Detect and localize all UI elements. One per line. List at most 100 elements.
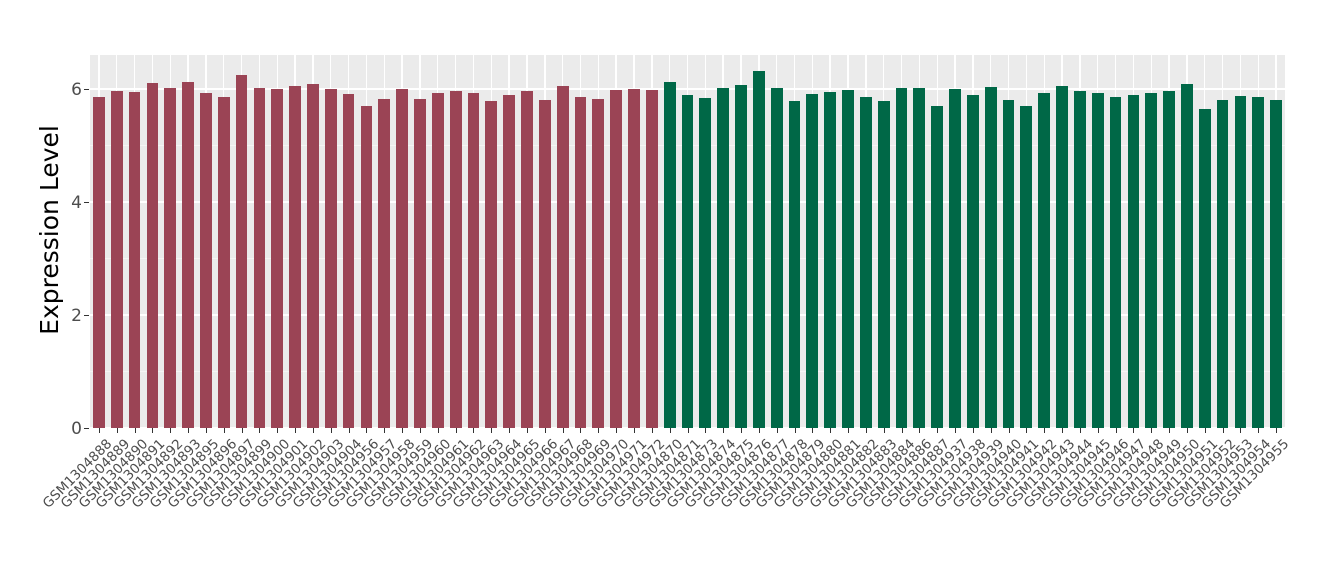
bar-GSM1304937[interactable] [949,88,961,428]
x-tick-mark [295,428,297,433]
x-tick-mark [259,428,261,433]
bar-GSM1304944[interactable] [1074,91,1086,428]
bar-GSM1304963[interactable] [485,101,498,428]
bar-GSM1304876[interactable] [752,71,765,428]
x-tick-mark [491,428,493,433]
x-tick-mark [633,428,635,433]
bar-GSM1304895[interactable] [200,92,212,428]
bar-GSM1304901[interactable] [289,85,301,428]
x-tick-mark [1097,428,1099,433]
bar-GSM1304952[interactable] [1216,100,1229,428]
x-tick-mark [580,428,582,433]
bar-GSM1304883[interactable] [877,101,890,428]
bar-GSM1304887[interactable] [931,105,944,428]
bar-GSM1304950[interactable] [1181,83,1193,428]
bar-GSM1304948[interactable] [1145,92,1158,428]
x-tick-mark [651,428,653,433]
x-axis-tick-marks [90,428,1285,434]
x-tick-mark [723,428,725,433]
bar-GSM1304882[interactable] [859,96,872,428]
x-tick-mark [1222,428,1224,433]
bar-GSM1304971[interactable] [628,88,640,428]
bar-GSM1304902[interactable] [307,83,319,428]
bar-GSM1304966[interactable] [538,100,551,428]
bar-GSM1304900[interactable] [271,88,284,428]
bar-GSM1304959[interactable] [414,99,426,428]
bar-GSM1304965[interactable] [521,91,533,428]
bar-GSM1304947[interactable] [1127,94,1140,428]
bar-GSM1304972[interactable] [645,90,658,428]
bar-GSM1304899[interactable] [253,88,266,428]
bar-GSM1304889[interactable] [110,91,123,428]
bar-GSM1304956[interactable] [360,105,373,428]
x-tick-mark [188,428,190,433]
bar-GSM1304946[interactable] [1109,97,1122,428]
bar-GSM1304891[interactable] [146,83,159,428]
bar-GSM1304969[interactable] [592,99,605,428]
bar-GSM1304880[interactable] [824,91,837,428]
bar-GSM1304873[interactable] [699,97,712,428]
bar-GSM1304878[interactable] [788,101,801,428]
bar-GSM1304904[interactable] [342,94,355,428]
bar-GSM1304958[interactable] [396,89,408,428]
x-tick-mark [812,428,814,433]
x-tick-mark [1008,428,1010,433]
x-tick-mark [919,428,921,433]
bar-GSM1304962[interactable] [467,93,480,428]
x-tick-mark [402,428,404,433]
x-tick-mark [98,428,100,433]
x-tick-mark [901,428,903,433]
x-tick-mark [937,428,939,433]
bar-GSM1304945[interactable] [1091,92,1104,428]
bar-GSM1304884[interactable] [895,88,908,428]
bar-GSM1304890[interactable] [128,92,141,428]
x-tick-mark [1115,428,1117,433]
x-tick-mark [152,428,154,433]
bar-GSM1304892[interactable] [164,87,177,428]
bar-GSM1304943[interactable] [1056,86,1068,428]
x-tick-mark [384,428,386,433]
bar-GSM1304960[interactable] [431,93,444,428]
bar-GSM1304871[interactable] [681,94,694,428]
x-axis-tick-labels: GSM1304888 GSM1304889 GSM1304890 GSM1304891… [40,436,1293,566]
x-tick-mark [687,428,689,433]
bar-GSM1304938[interactable] [966,94,979,428]
x-tick-mark [598,428,600,433]
bar-GSM1304951[interactable] [1198,108,1211,428]
x-tick-mark [562,428,564,433]
bar-GSM1304970[interactable] [610,90,623,428]
x-tick-mark [883,428,885,433]
bar-GSM1304949[interactable] [1163,90,1175,428]
x-tick-mark [1151,428,1153,433]
bar-GSM1304940[interactable] [1002,99,1015,428]
bar-GSM1304896[interactable] [217,96,230,428]
bar-GSM1304903[interactable] [324,89,337,428]
bar-GSM1304875[interactable] [735,84,747,428]
bar-GSM1304881[interactable] [842,90,854,428]
x-tick-mark [134,428,136,433]
bar-GSM1304941[interactable] [1020,105,1033,428]
bar-GSM1304893[interactable] [182,81,194,428]
bar-GSM1304897[interactable] [235,75,248,428]
bar-GSM1304967[interactable] [556,86,569,428]
bar-GSM1304939[interactable] [984,86,997,428]
x-tick-mark [170,428,172,433]
bar-GSM1304888[interactable] [93,96,105,428]
bar-GSM1304942[interactable] [1038,92,1051,428]
bar-GSM1304957[interactable] [378,98,391,428]
bar-GSM1304874[interactable] [717,88,730,428]
bar-GSM1304870[interactable] [663,81,676,428]
x-tick-mark [972,428,974,433]
bar-GSM1304955[interactable] [1270,99,1282,428]
bar-GSM1304968[interactable] [574,97,587,428]
bar-GSM1304886[interactable] [913,87,926,428]
bar-GSM1304964[interactable] [503,94,516,428]
bar-GSM1304953[interactable] [1234,96,1247,428]
bar-GSM1304954[interactable] [1252,96,1265,428]
y-tick-mark [84,428,89,429]
bar-GSM1304877[interactable] [770,88,783,428]
bar-GSM1304961[interactable] [449,90,462,428]
x-tick-mark [1044,428,1046,433]
bar-GSM1304879[interactable] [806,94,819,428]
y-axis-tick-labels: 0 2 4 6 [52,0,82,580]
